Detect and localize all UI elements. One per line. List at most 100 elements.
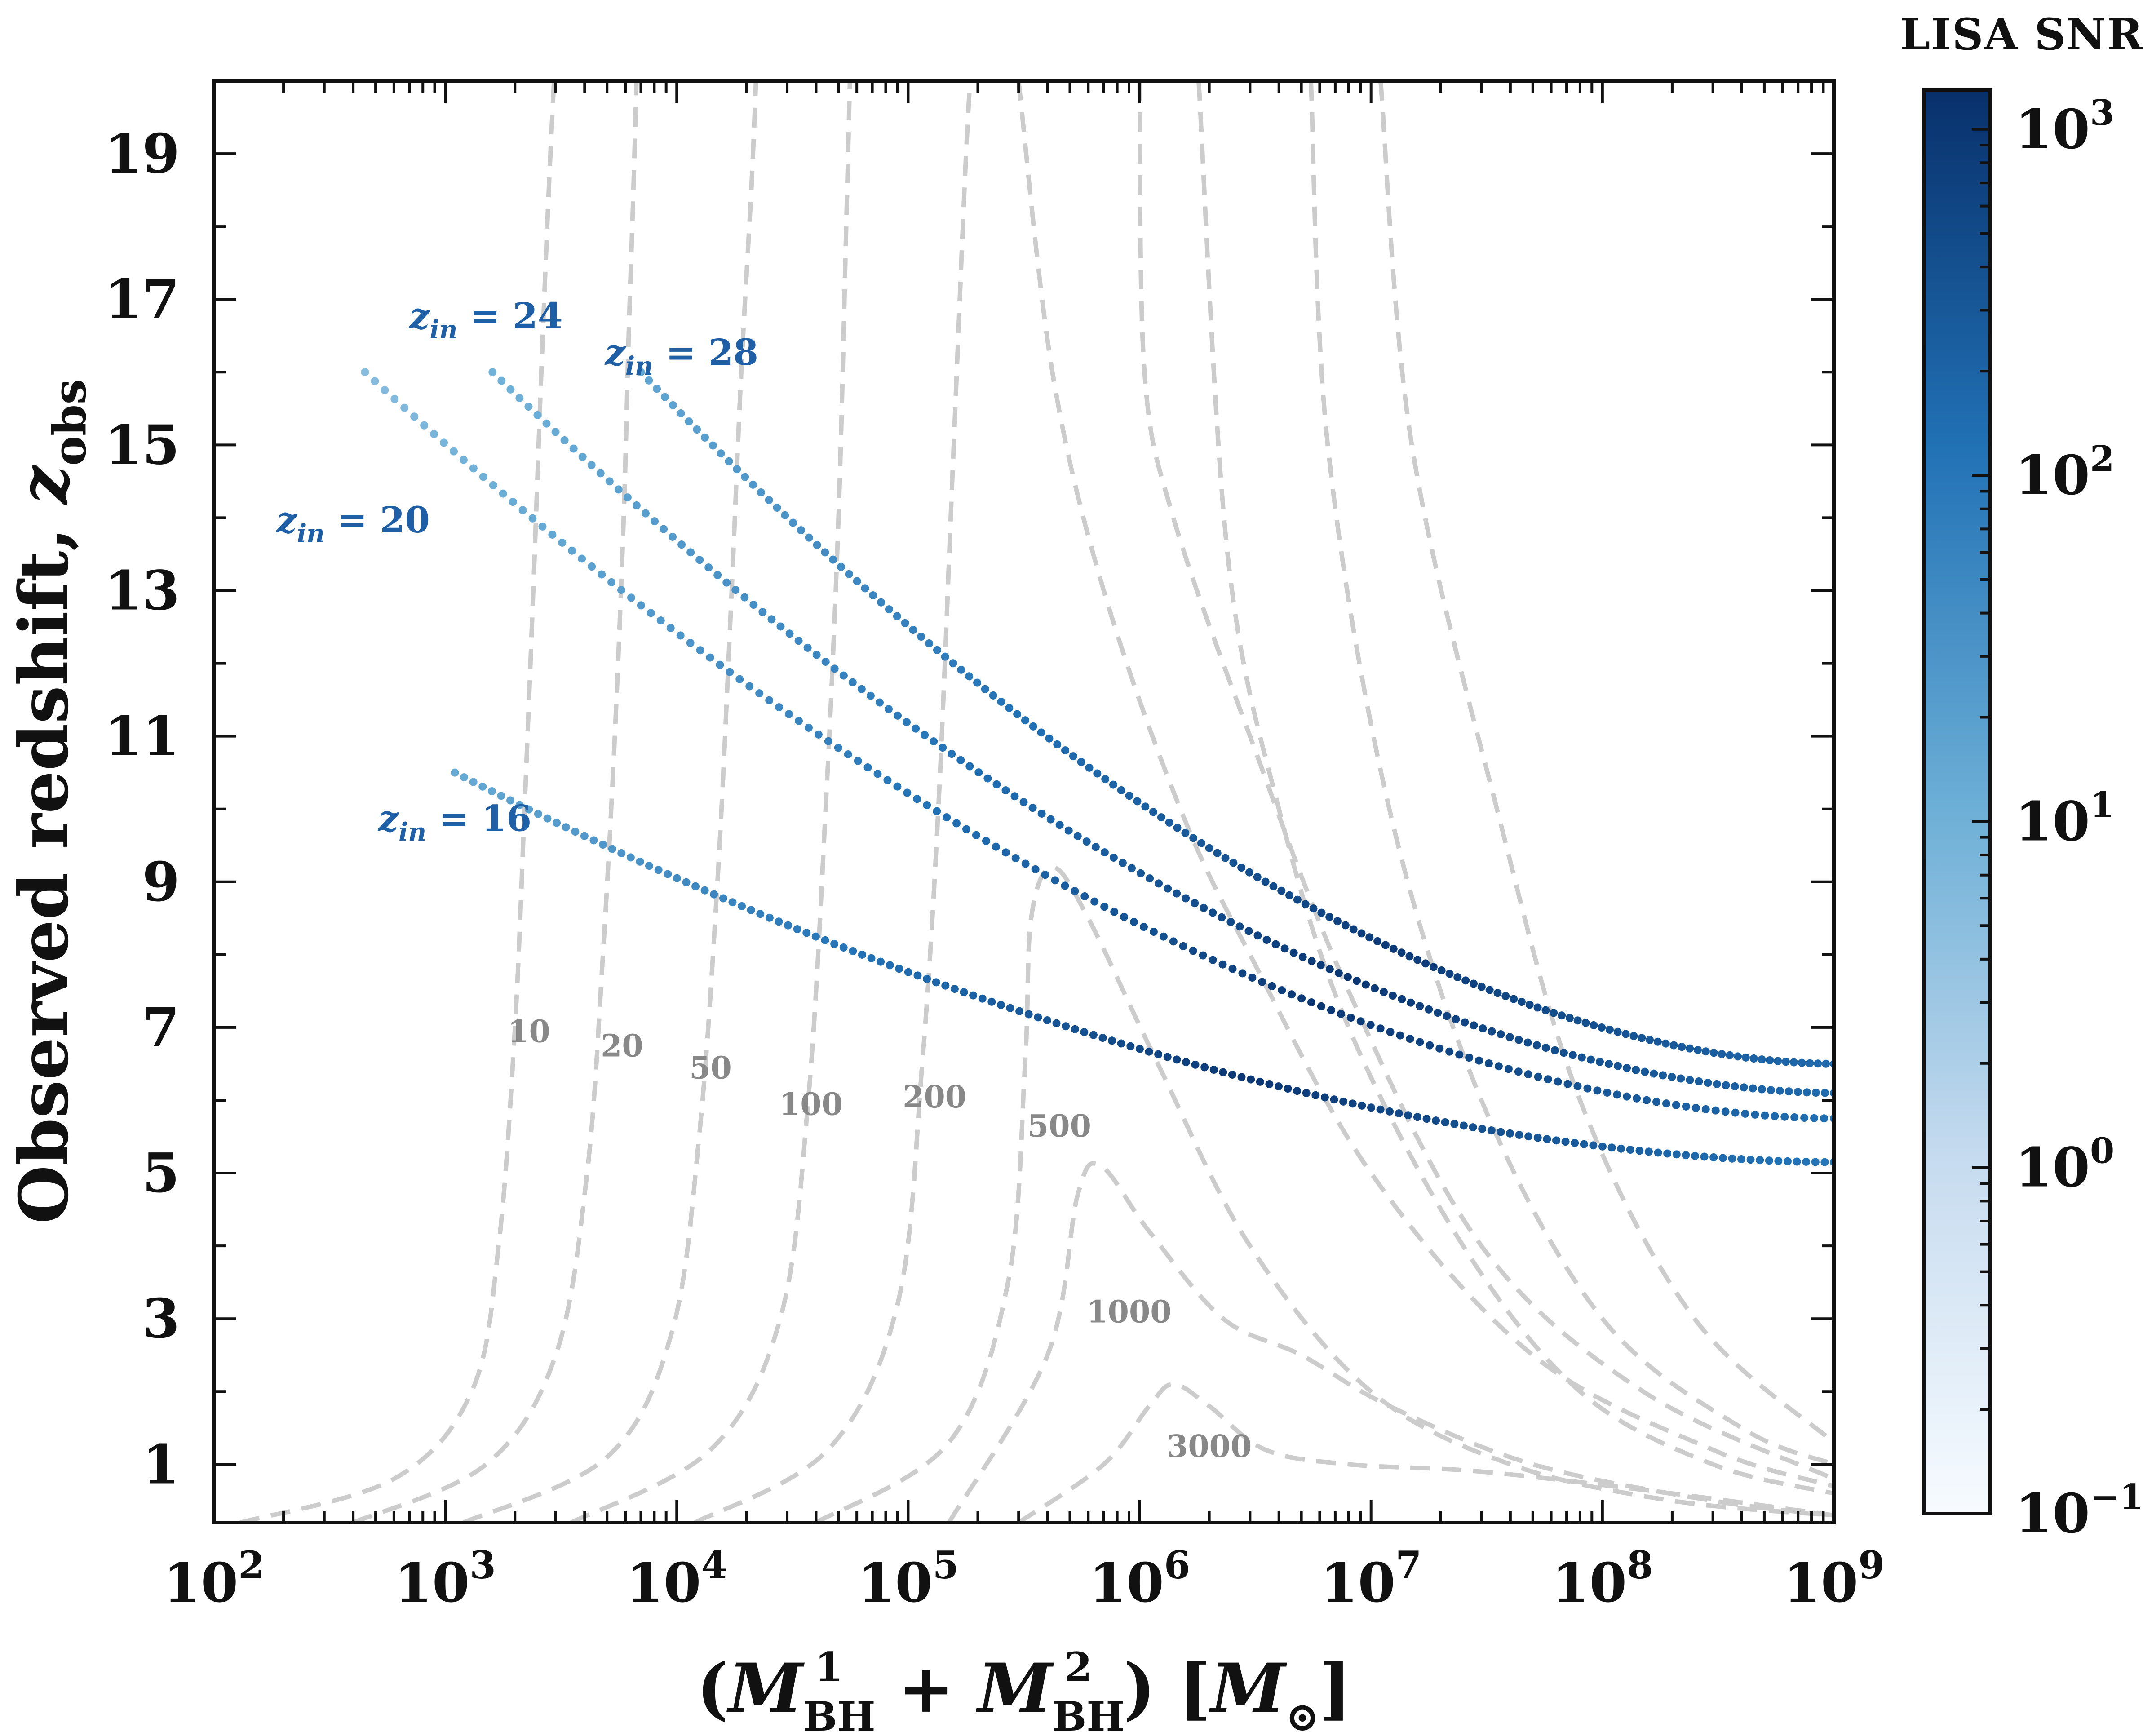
series-labels: zin = 16 zin = 20 zin = 24 zin = 28	[275, 295, 758, 847]
x-tick-label: 104	[626, 1543, 727, 1615]
series-point	[1691, 1103, 1700, 1112]
series-point	[1325, 965, 1334, 974]
series-point	[1200, 1063, 1209, 1072]
series-point	[1593, 1086, 1602, 1095]
series-point	[515, 801, 524, 809]
series-point	[1475, 1056, 1483, 1065]
series-point	[1055, 821, 1064, 829]
series-point	[632, 501, 641, 509]
series-point	[1517, 998, 1526, 1006]
series-point	[1686, 1076, 1694, 1084]
series-point	[1297, 994, 1306, 1003]
series-point	[1678, 1043, 1686, 1051]
series-point	[1064, 826, 1073, 835]
series-point	[1721, 1107, 1730, 1116]
series-point	[1062, 1022, 1070, 1031]
series-point	[866, 691, 875, 700]
series-point	[1309, 904, 1318, 913]
series-point	[580, 832, 589, 840]
series-point	[877, 598, 886, 607]
snr-contour-line	[1016, 81, 1834, 1488]
series-point	[1024, 1010, 1033, 1019]
series-point	[1089, 1031, 1098, 1039]
series-point	[1713, 1080, 1721, 1088]
series-point	[784, 921, 793, 930]
series-point	[1524, 1132, 1533, 1141]
series-point	[1811, 1158, 1820, 1166]
series-point	[460, 773, 469, 782]
series-point	[1117, 786, 1125, 794]
series-point	[1746, 1156, 1755, 1164]
series-point	[1221, 854, 1230, 862]
series-point	[1117, 1039, 1125, 1048]
x-tick-label: 109	[1783, 1543, 1884, 1615]
series-point	[1237, 1073, 1246, 1081]
series-point	[1434, 1009, 1442, 1017]
series-point	[857, 685, 866, 693]
series-point	[921, 731, 929, 739]
series-point	[1514, 1067, 1523, 1076]
series-point	[1235, 922, 1244, 931]
series-point	[1711, 1106, 1720, 1115]
series-point	[1613, 1090, 1621, 1099]
series-point	[1432, 1116, 1440, 1125]
series-point	[1228, 965, 1237, 973]
series-point	[1181, 828, 1190, 837]
series-point	[913, 795, 921, 803]
series-point	[757, 488, 765, 496]
series-point	[1563, 1080, 1572, 1088]
series-point	[1045, 734, 1054, 743]
series-point	[371, 377, 379, 385]
series-point	[1800, 1114, 1809, 1122]
series-point	[1367, 1103, 1375, 1112]
series-point	[578, 554, 586, 563]
series-point	[1389, 944, 1398, 953]
series-point	[1346, 1014, 1355, 1022]
series-point	[830, 939, 839, 948]
series-point	[587, 461, 596, 469]
series-point	[1583, 1084, 1592, 1093]
series-point	[904, 968, 912, 976]
series-point	[1632, 1066, 1640, 1074]
series-point	[1358, 1101, 1366, 1110]
series-point	[1213, 849, 1222, 857]
series-point	[1484, 1059, 1493, 1068]
series-point	[1550, 1046, 1559, 1054]
series-point	[1037, 809, 1046, 818]
series-point	[886, 961, 894, 970]
series-point	[1437, 966, 1446, 974]
series-point	[839, 671, 848, 680]
series-point	[1709, 1049, 1718, 1057]
series-point	[1802, 1157, 1811, 1166]
series-point	[1523, 1038, 1532, 1047]
series-point	[1405, 952, 1414, 961]
series-point	[1806, 1059, 1814, 1067]
series-point	[1782, 1058, 1790, 1066]
series-point	[803, 643, 812, 652]
series-point	[588, 562, 596, 571]
series-point	[1301, 900, 1310, 908]
y-tick-label: 19	[105, 122, 180, 186]
series-point	[1005, 704, 1014, 712]
series-point	[1445, 1047, 1454, 1056]
series-point	[1348, 1099, 1357, 1108]
snr-contour-labels: 10 20 50 100 200 500 1000 3000	[508, 1014, 1252, 1465]
series-point	[1229, 859, 1238, 867]
series-point	[1356, 1017, 1365, 1026]
series-point	[997, 697, 1005, 706]
series-point	[1677, 1074, 1685, 1083]
snr-contour-line	[1017, 1382, 1834, 1523]
series-point	[974, 768, 983, 777]
y-tick-label: 1	[142, 1433, 180, 1496]
series-point	[1021, 859, 1030, 868]
series-point	[1013, 710, 1022, 718]
series-point	[459, 456, 468, 464]
series-point	[1330, 1095, 1338, 1104]
series-point	[1558, 1011, 1566, 1020]
series-point	[869, 591, 877, 600]
series-point	[1118, 859, 1127, 867]
series-point	[747, 906, 755, 914]
series-point	[1613, 1027, 1622, 1036]
series-point	[1751, 1110, 1759, 1119]
series-point	[488, 368, 497, 376]
